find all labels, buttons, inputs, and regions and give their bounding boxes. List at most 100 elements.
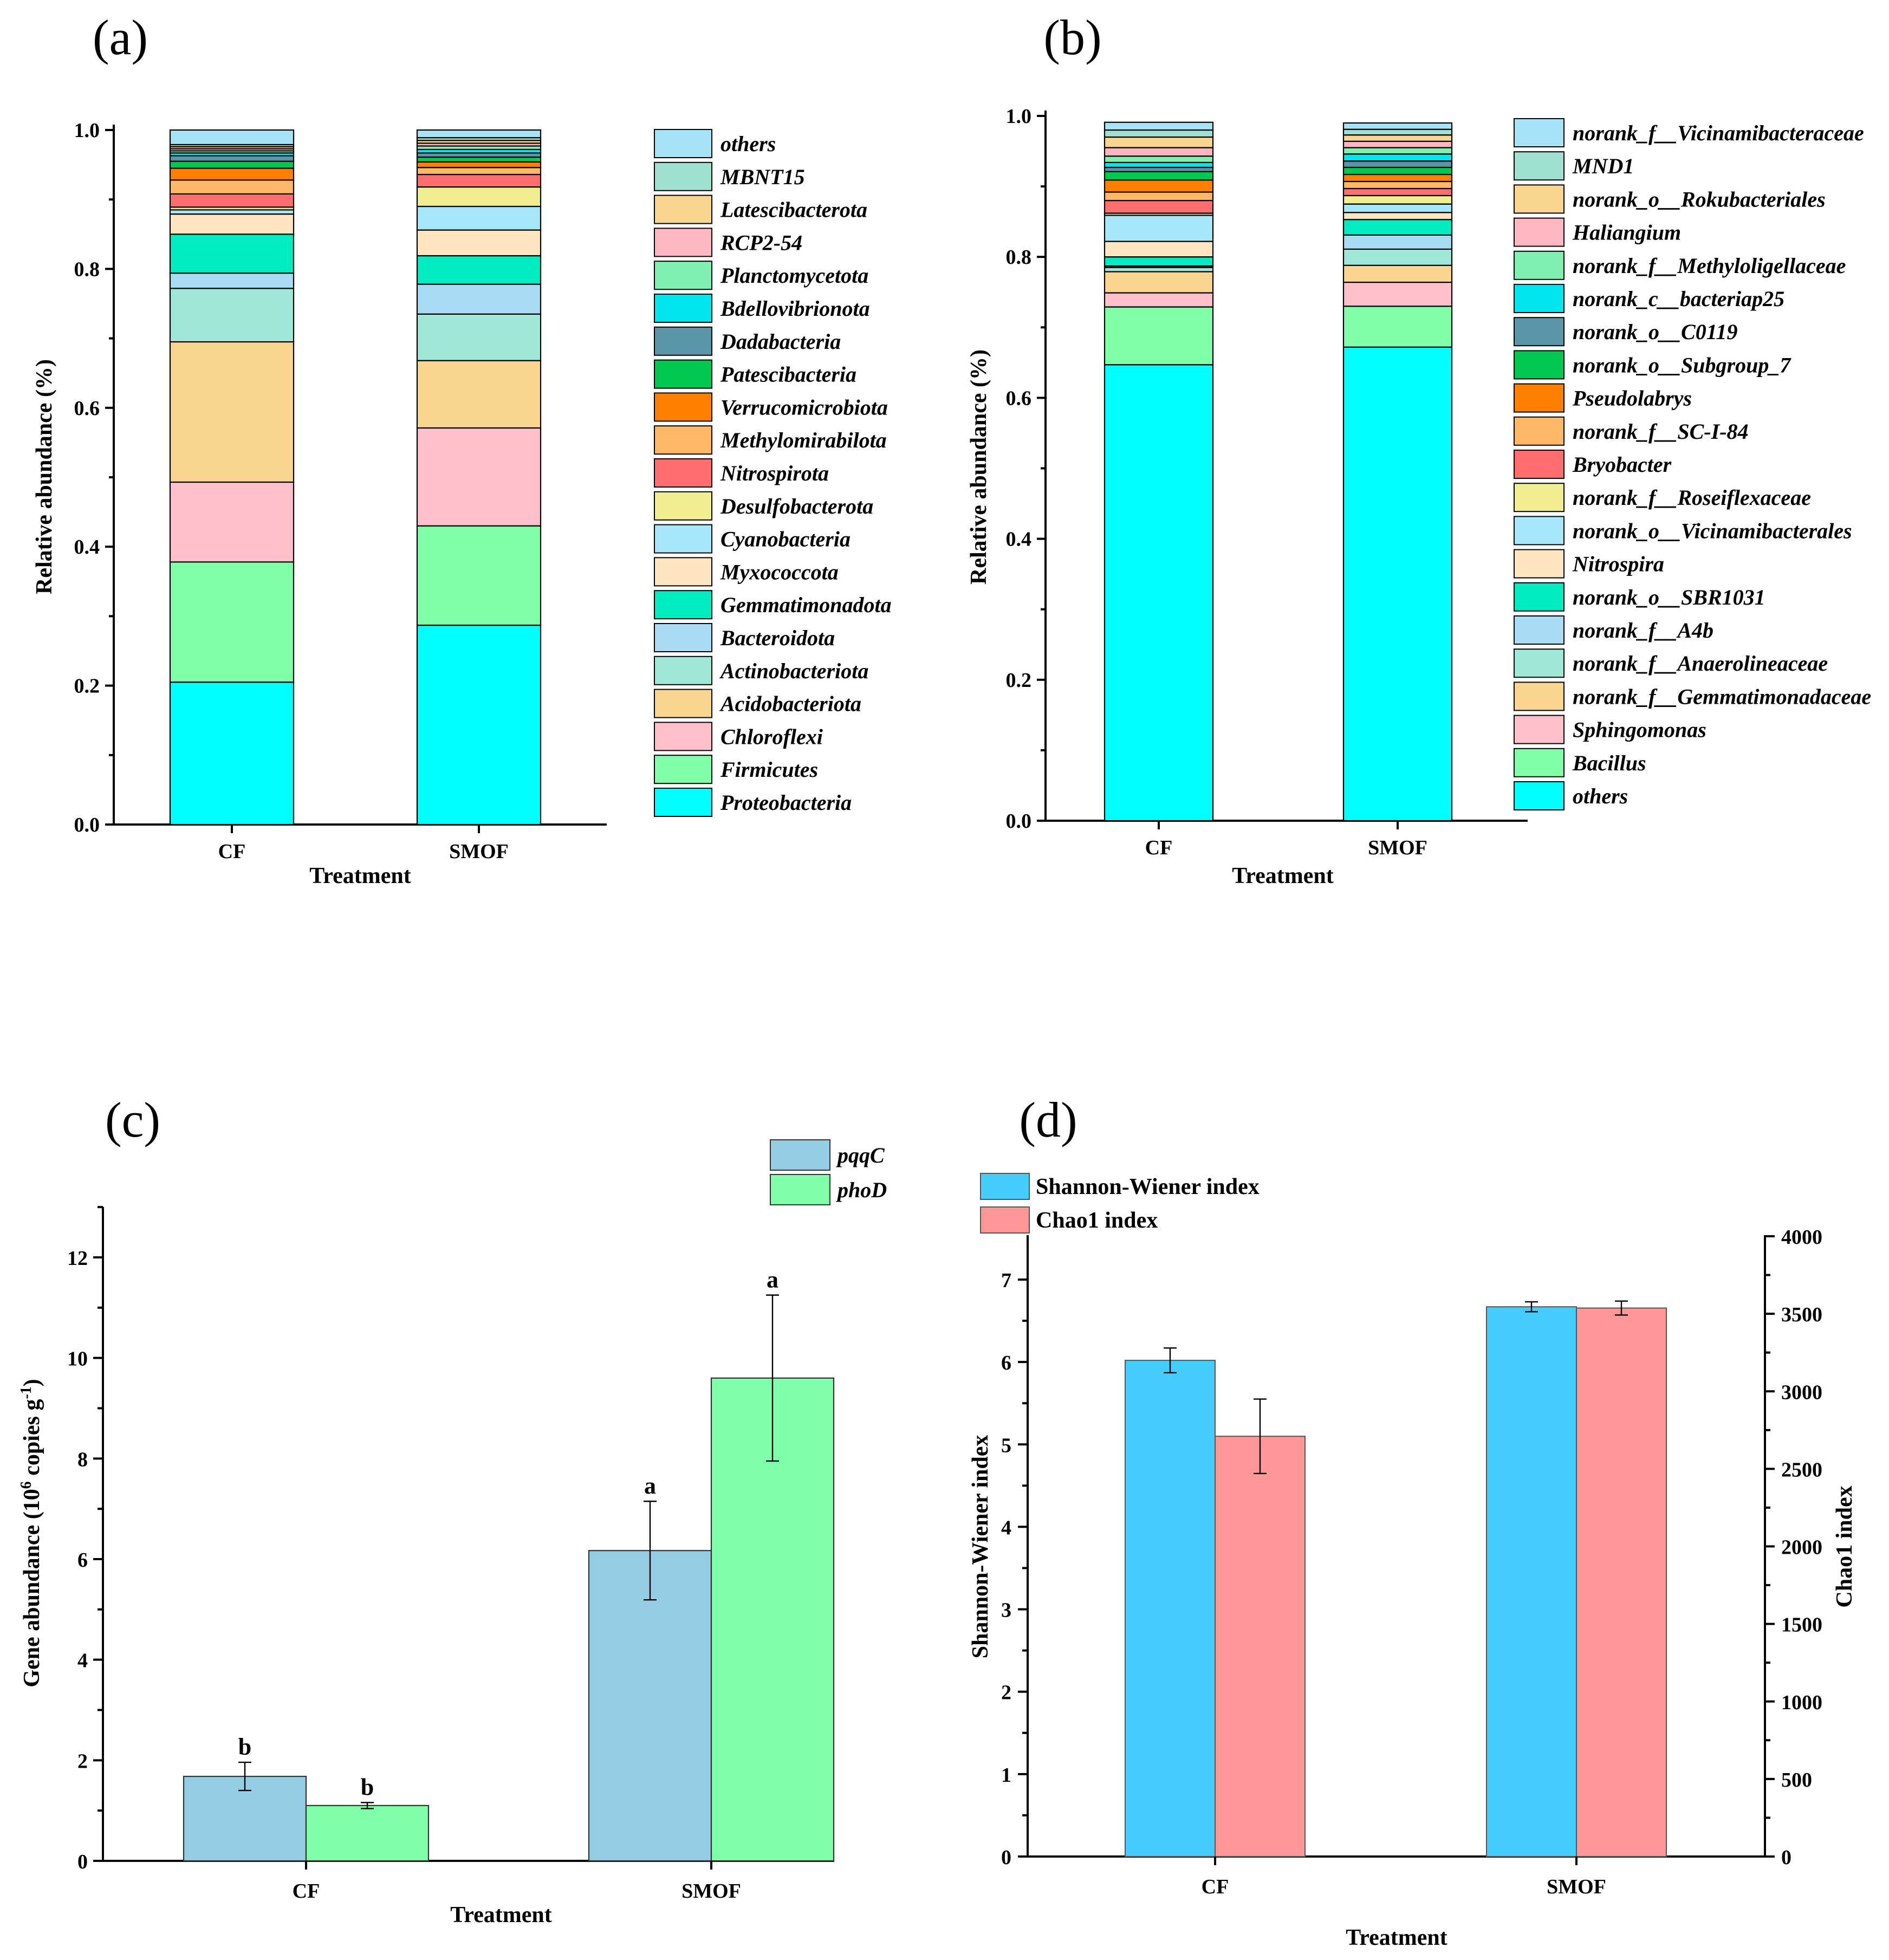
y-axis-label: Relative abundance (%) xyxy=(32,359,57,594)
legend-swatch-actinobacteriota xyxy=(654,656,712,685)
legend-swatch-acidobacteriota xyxy=(654,689,712,718)
bar-segment-norank-f-anaerolineaceae-smof xyxy=(1342,248,1453,266)
legend-swatch-norank-f-sc-i-84 xyxy=(1514,416,1565,446)
legend-swatch-mbnt15 xyxy=(654,161,712,191)
y-left-tick-label: 2 xyxy=(1001,1682,1011,1704)
legend-swatch-patescibacteria xyxy=(654,359,712,389)
y-tick-label: 0.2 xyxy=(74,675,100,698)
legend-swatch-rcp2-54 xyxy=(654,228,712,257)
legend-label: Nitrospirota xyxy=(720,461,829,485)
x-axis-label: Treatment xyxy=(450,1903,551,1927)
y-right-tick-label: 1000 xyxy=(1781,1691,1822,1714)
bar-segment-dadabacteria-cf xyxy=(169,155,295,162)
y-tick-label: 0.8 xyxy=(74,258,100,281)
bar-segment-patescibacteria-cf xyxy=(169,160,295,169)
legend-swatch-bryobacter xyxy=(1514,450,1565,479)
legend-label: Cyanobacteria xyxy=(720,527,851,551)
y-tick-label: 0.4 xyxy=(1006,528,1032,551)
y-right-tick-label: 4000 xyxy=(1781,1226,1822,1249)
legend-label: Acidobacteriota xyxy=(719,692,861,716)
bar-segment-norank-f-roseiflexaceae-smof xyxy=(1342,194,1453,205)
bar-shannon-wiener-index-smof xyxy=(1486,1306,1577,1857)
legend-label: Bryobacter xyxy=(1572,452,1672,477)
legend-swatch-desulfobacterota xyxy=(654,491,712,521)
legend-label: norank_f__SC-I-84 xyxy=(1573,419,1749,444)
bar-segment-norank-c-bacteriap25-cf xyxy=(1103,161,1214,168)
bar-segment-dadabacteria-smof xyxy=(416,152,542,158)
bar-segment-gemmatimonadota-cf xyxy=(169,233,295,274)
bar-segment-myxococcota-cf xyxy=(169,213,295,235)
bar-segment-others-cf xyxy=(1103,364,1214,822)
legend-swatch-nitrospira xyxy=(1514,549,1565,579)
bar-segment-acidobacteriota-smof xyxy=(416,360,542,429)
legend-label: norank_f__Gemmatimonadaceae xyxy=(1573,684,1871,709)
legend-swatch-bacteroidota xyxy=(654,623,712,652)
bar-segment-norank-f-a4b-smof xyxy=(1342,234,1453,250)
bar-segment-norank-o-sbr1031-smof xyxy=(1342,219,1453,236)
x-axis-label: Treatment xyxy=(1346,1925,1447,1950)
y-axis-label-part: Gene abundance (10 xyxy=(20,1489,44,1687)
bar-segment-nitrospirota-cf xyxy=(169,193,295,208)
legend-swatch-nitrospirota xyxy=(654,458,712,488)
legend-swatch-phod xyxy=(770,1174,830,1205)
panel-title: (b) xyxy=(1043,10,1101,65)
legend-swatch-norank-f-methyloligellaceae xyxy=(1514,250,1565,280)
bar-segment-norank-c-bacteriap25-smof xyxy=(1342,153,1453,162)
legend-swatch-latescibacterota xyxy=(654,194,712,224)
legend-label: Chao1 index xyxy=(1036,1208,1158,1233)
bar-segment-norank-f-vicinamibacteraceae-cf xyxy=(1103,121,1214,131)
bar-segment-norank-f-sc-i-84-smof xyxy=(1342,180,1453,190)
bar-segment-sphingomonas-smof xyxy=(1342,281,1453,307)
legend-swatch-pseudolabrys xyxy=(1514,383,1565,413)
legend-label: norank_o__Vicinamibacterales xyxy=(1573,518,1852,543)
bar-segment-sphingomonas-cf xyxy=(1103,292,1214,308)
legend-swatch-planctomycetota xyxy=(654,261,712,290)
legend-label: Bdellovibrionota xyxy=(720,296,870,321)
legend-label: norank_f__Vicinamibacteraceae xyxy=(1573,121,1864,145)
legend-swatch-norank-f-anaerolineaceae xyxy=(1514,648,1565,678)
bar-chao1-index-smof xyxy=(1576,1307,1667,1857)
legend-label: phoD xyxy=(836,1178,887,1202)
legend-swatch-bdellovibrionota xyxy=(654,294,712,323)
x-axis-label: Treatment xyxy=(1232,864,1333,888)
y-tick-label: 0.2 xyxy=(1006,669,1032,692)
bar-pqqc-smof xyxy=(588,1550,712,1862)
bar-segment-norank-o-subgroup-7-smof xyxy=(1342,166,1453,176)
bar-segment-bacillus-cf xyxy=(1103,306,1214,366)
y-axis-label: Gene abundance (106 copies g-1) xyxy=(18,1379,45,1687)
bar-segment-norank-f-vicinamibacteraceae-smof xyxy=(1342,122,1453,130)
legend-swatch-norank-f-roseiflexaceae xyxy=(1514,483,1565,512)
legend-swatch-chloroflexi xyxy=(654,722,712,751)
legend-label: Latescibacterota xyxy=(720,198,867,222)
y-tick-label: 0 xyxy=(77,1851,88,1873)
bar-shannon-wiener-index-cf xyxy=(1125,1360,1216,1858)
bar-segment-methylomirabilota-cf xyxy=(169,179,295,195)
bar-segment-chloroflexi-smof xyxy=(416,427,542,527)
legend-swatch-cyanobacteria xyxy=(654,524,712,554)
panel-title: (a) xyxy=(93,10,148,65)
bar-segment-norank-o-vicinamibacterales-cf xyxy=(1103,215,1214,242)
y-tick-label: 1.0 xyxy=(1006,105,1032,128)
legend-swatch-pqqc xyxy=(770,1139,830,1171)
y-right-tick-label: 2500 xyxy=(1781,1458,1822,1481)
legend-swatch-shannon-wiener-index xyxy=(980,1173,1030,1200)
legend-label: others xyxy=(720,132,776,156)
bar-segment-norank-f-gemmatimonadaceae-cf xyxy=(1103,271,1214,294)
legend-label: Gemmatimonadota xyxy=(720,593,892,617)
bar-segment-norank-f-sc-i-84-cf xyxy=(1103,191,1214,202)
bar-segment-norank-o-vicinamibacterales-smof xyxy=(1342,203,1453,213)
bar-segment-norank-o-rokubacteriales-smof xyxy=(1342,134,1453,142)
legend-swatch-bacillus xyxy=(1514,748,1565,777)
legend-label: others xyxy=(1573,784,1628,808)
legend-label: Nitrospira xyxy=(1572,552,1664,576)
bar-segment-actinobacteriota-cf xyxy=(169,288,295,343)
legend-label: norank_o__C0119 xyxy=(1573,320,1738,344)
x-tick-label: CF xyxy=(1145,836,1173,859)
bar-segment-norank-o-c0119-smof xyxy=(1342,160,1453,168)
legend-label: norank_f__A4b xyxy=(1573,618,1713,642)
bar-segment-norank-f-gemmatimonadaceae-smof xyxy=(1342,264,1453,283)
y-axis-label-part: -1 xyxy=(18,1386,35,1399)
bar-segment-bacillus-smof xyxy=(1342,306,1453,348)
y-axis-label: Relative abundance (%) xyxy=(966,349,991,585)
